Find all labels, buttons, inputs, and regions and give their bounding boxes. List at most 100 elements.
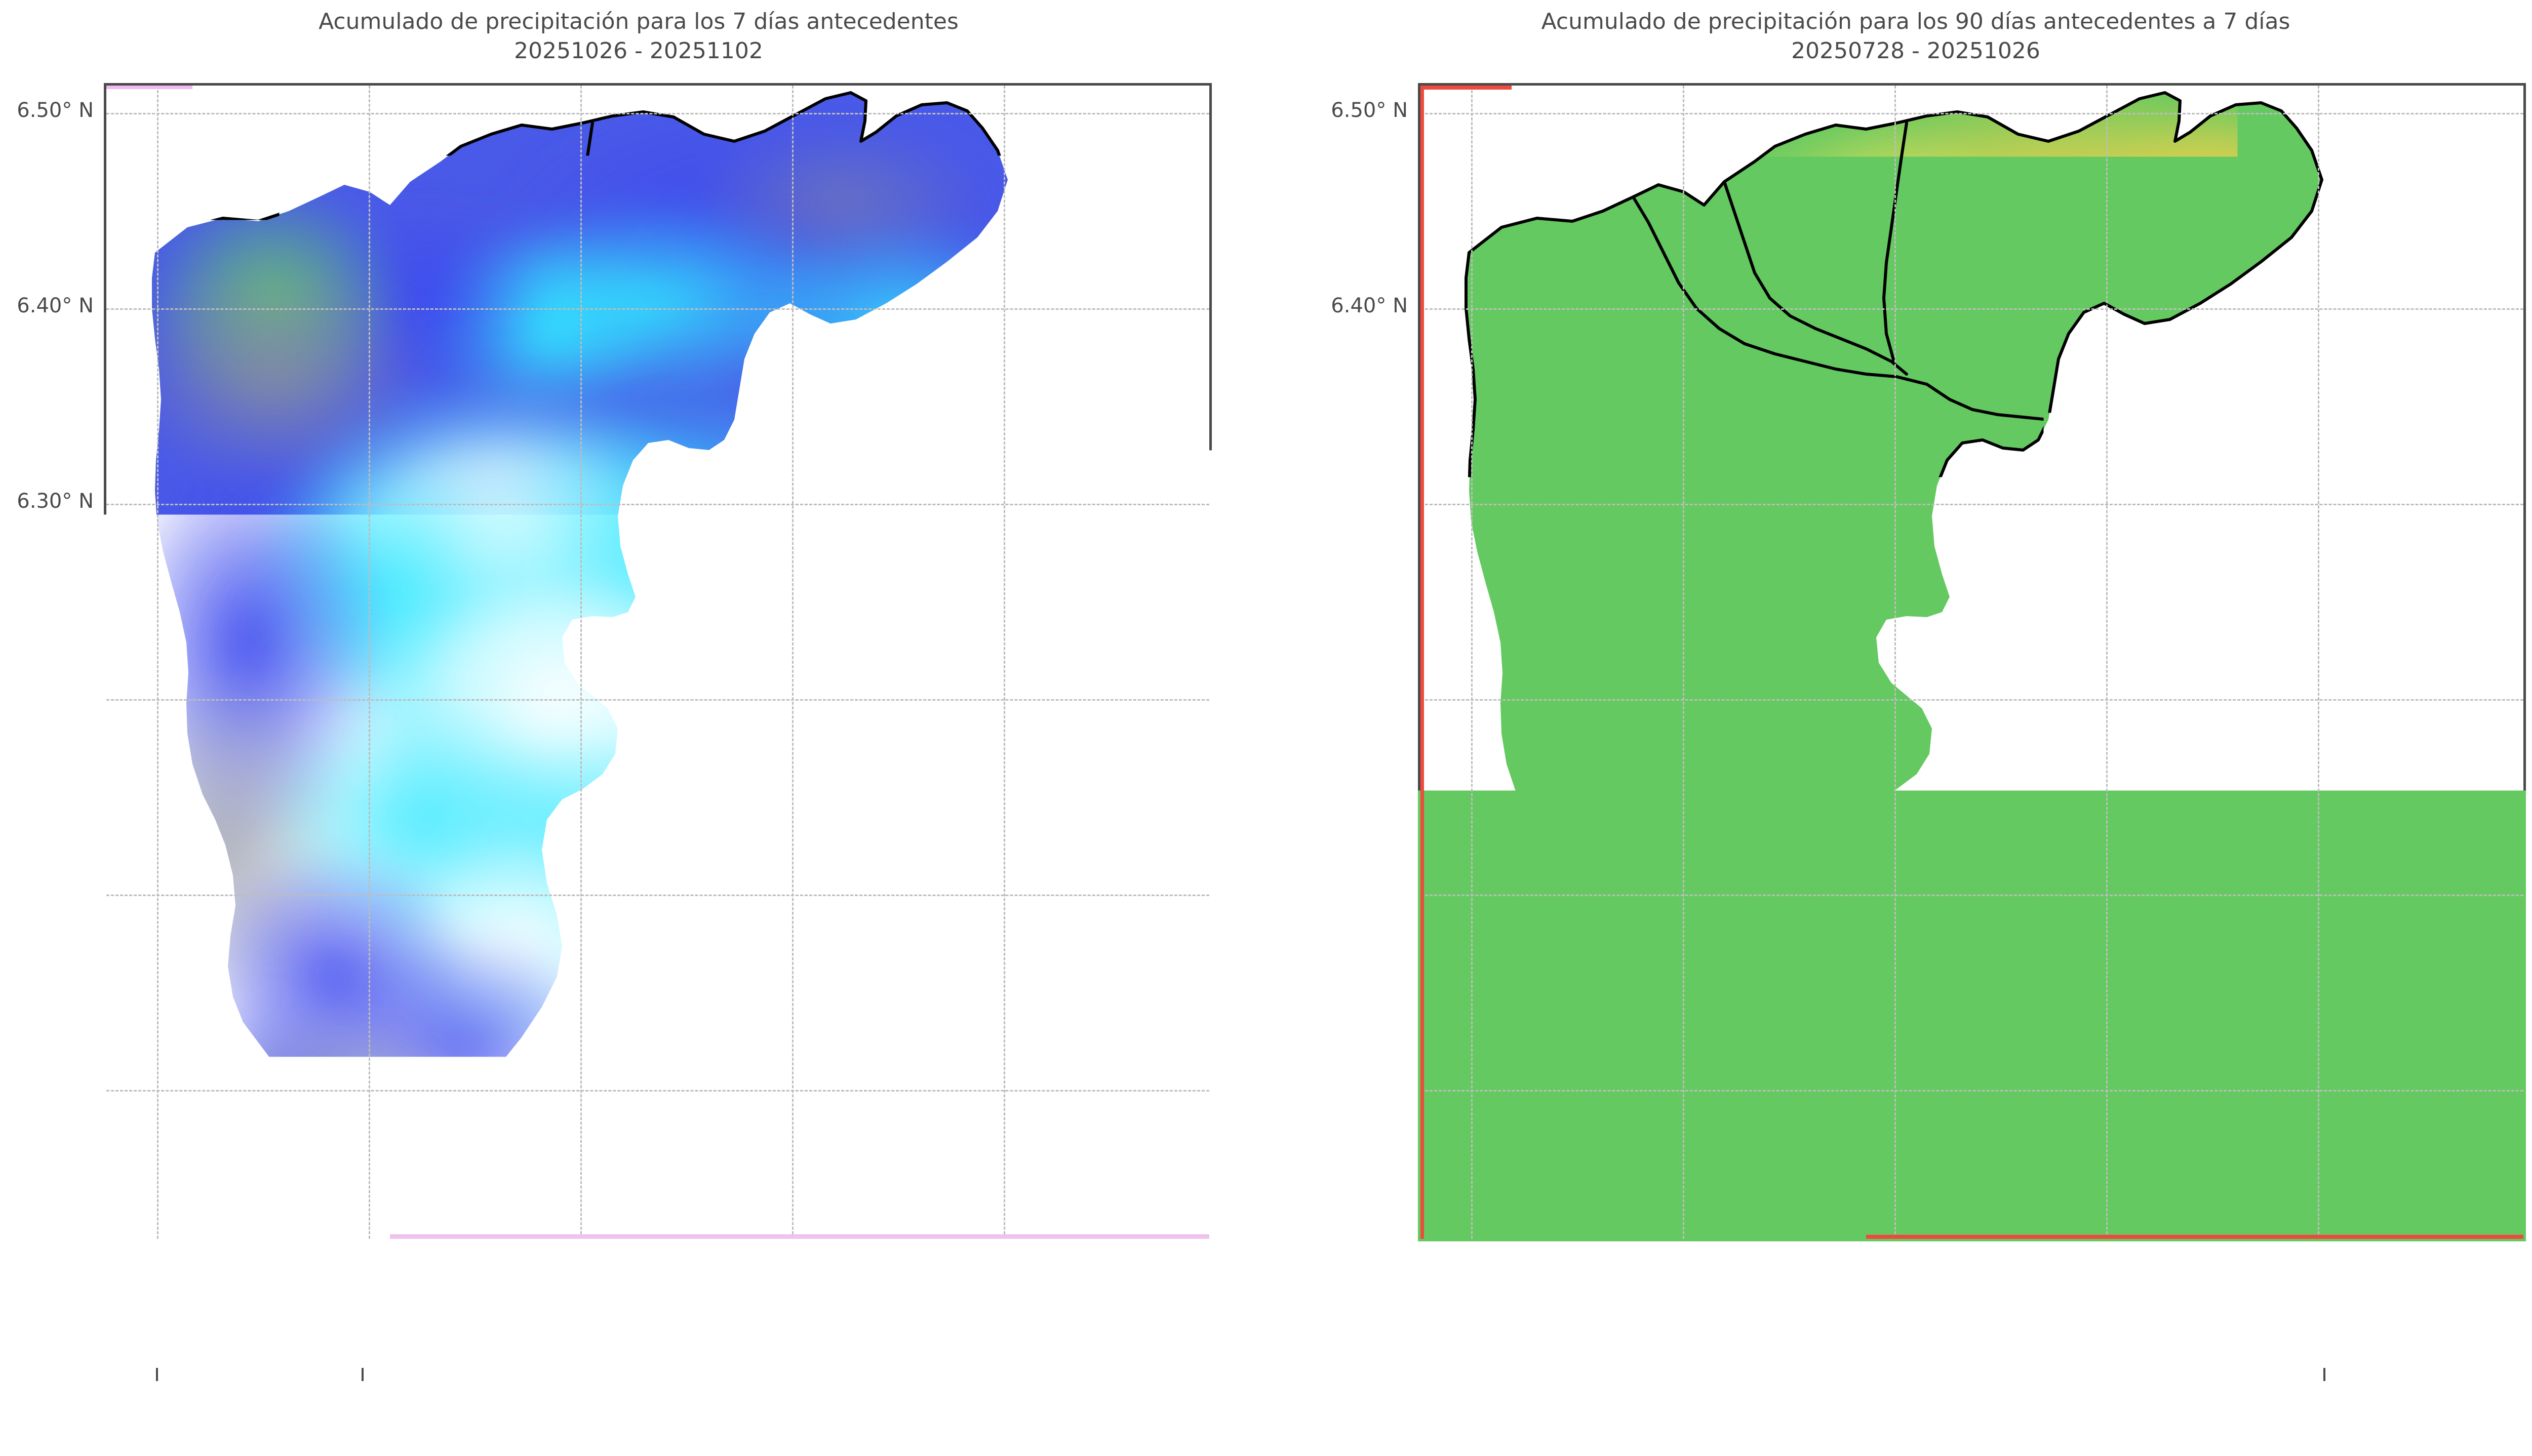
left-ytick-label-0: 6.50° N [0,100,94,120]
right-gridline-lat-640 [1420,308,2523,310]
right-gridline-lon-7530 [2318,86,2319,1239]
left-gridline-lon-7540 [792,86,794,1239]
left-xtick-label-0: 75.70° W [110,1262,205,1282]
right-cbar-label-500: 500 [1909,1383,1948,1404]
right-xtick-label-4: 75.30° W [2271,1262,2365,1282]
left-xtick-mark-4 [1003,1241,1005,1252]
right-cbar-tick-700 [2125,1368,2127,1381]
right-xtick-label-2: 75.50° W [1847,1262,1942,1282]
right-ytick-label-2: 6.30° N [1277,491,1408,511]
left-colorbar-axis-label: Acumulado Precipitación [mm] [95,1414,1208,1443]
left-precip-raster [106,86,1209,1239]
left-gridline-lat-600 [106,1090,1209,1091]
left-gridline-lat-620 [106,699,1209,701]
left-cbar-label-100: 100 [480,1383,518,1404]
left-cbar-tick-280 [1112,1368,1114,1381]
left-cbar-tick-80 [429,1368,431,1381]
left-gridline-lat-610 [106,895,1209,896]
left-cbar-tick-0 [156,1368,158,1381]
right-raster-edge-bottom [1866,1235,2523,1239]
left-cbar-tick-120 [566,1368,568,1381]
left-cbar-label-0: 0 [150,1383,163,1404]
right-xtick-mark-2 [1893,1241,1896,1252]
right-cbar-label-200: 200 [1612,1383,1651,1404]
right-raster-edge-top [1420,86,1512,90]
right-xtick-mark-3 [2105,1241,2108,1252]
right-gridline-lon-7540 [2106,86,2108,1239]
figure-canvas: Acumulado de precipitación para los 7 dí… [0,0,2532,1456]
left-cbar-tick-60 [362,1368,364,1381]
left-ytick-label-3: 6.20° N [0,686,94,707]
left-xtick-mark-1 [368,1241,370,1252]
right-gridline-lat-650 [1420,113,2523,114]
left-cbar-label-40: 40 [282,1383,307,1404]
left-ytick-label-5: 6.00° N [0,1077,94,1098]
left-raster-edge-bottom [390,1234,1209,1239]
left-xtick-label-3: 75.40° W [745,1262,840,1282]
right-gridline-lat-600 [1420,1090,2523,1091]
left-gridline-lat-650 [106,113,1209,114]
left-cbar-tick-200 [839,1368,841,1381]
left-gridline-lon-7560 [369,86,370,1239]
right-cbar-tick-800 [2225,1368,2227,1381]
left-cbar-label-200: 200 [821,1383,859,1404]
left-cbar-tick-180 [771,1368,773,1381]
right-xtick-mark-1 [1682,1241,1684,1252]
left-map-axes[interactable] [104,83,1212,1241]
right-cbar-label-800: 800 [2206,1383,2245,1404]
left-xtick-label-1: 75.60° W [322,1262,416,1282]
left-raster-edge-top [106,86,192,89]
left-xtick-label-4: 75.30° W [957,1262,1051,1282]
right-cbar-label-600: 600 [2008,1383,2047,1404]
left-cbar-label-120: 120 [548,1383,586,1404]
right-gridline-lon-7570 [1471,86,1473,1239]
left-colorbar[interactable]: 0 10 20 40 60 80 100 120 140 160 180 200… [95,1323,1208,1380]
panel-right: Acumulado de precipitación para los 90 d… [1277,0,2532,1456]
left-cbar-tick-40 [293,1368,295,1381]
left-map-inner [106,86,1209,1239]
right-cbar-label-700: 700 [2107,1383,2146,1404]
right-xtick-label-0: 75.70° W [1424,1262,1519,1282]
right-cbar-label-100: 100 [1514,1383,1552,1404]
right-cbar-tick-100 [1532,1368,1534,1381]
left-cbar-tick-100 [498,1368,500,1381]
right-cbar-tick-0 [1433,1368,1435,1381]
right-map-axes[interactable] [1418,83,2526,1241]
right-gridline-lon-7550 [1894,86,1896,1239]
right-map-inner [1420,86,2523,1239]
right-gridline-lat-630 [1420,504,2523,505]
right-raster-edge-left [1420,86,1424,1239]
left-cbar-label-10: 10 [179,1383,205,1404]
left-cbar-tick-240 [975,1368,977,1381]
left-gridline-lon-7570 [157,86,159,1239]
right-ytick-label-5: 6.00° N [1277,1077,1408,1098]
left-cbar-label-280: 280 [1094,1383,1132,1404]
left-cbar-label-180: 180 [753,1383,791,1404]
right-cbar-tick-200 [1631,1368,1633,1381]
right-gridline-lat-620 [1420,699,2523,701]
left-panel-title: Acumulado de precipitación para los 7 dí… [0,7,1277,66]
left-colorbar-gradient [95,1323,1208,1380]
right-title-line1: Acumulado de precipitación para los 90 d… [1277,7,2532,36]
left-ytick-label-4: 6.10° N [0,882,94,902]
right-ytick-label-4: 6.10° N [1277,882,1408,902]
left-cbar-label-20: 20 [213,1383,239,1404]
left-cbar-tick-160 [702,1368,704,1381]
left-xtick-mark-0 [156,1241,159,1252]
left-title-line1: Acumulado de precipitación para los 7 dí… [0,7,1277,36]
left-gridline-lon-7530 [1004,86,1005,1239]
right-cbar-label-1000: 1000 [2398,1383,2449,1404]
right-colorbar[interactable]: 0 100 200 300 400 500 600 700 800 900 10… [1372,1323,2485,1380]
right-cbar-label-300: 300 [1712,1383,1750,1404]
left-cbar-label-140: 140 [616,1383,655,1404]
panel-left: Acumulado de precipitación para los 7 dí… [0,0,1277,1456]
right-cbar-label-0: 0 [1428,1383,1440,1404]
left-cbar-label-80: 80 [418,1383,444,1404]
right-precip-raster [1420,86,2523,1239]
left-gridline-lon-7550 [580,86,582,1239]
right-title-subtitle: 20250728 - 20251026 [1277,36,2532,66]
right-xtick-label-3: 75.40° W [2059,1262,2154,1282]
right-cbar-label-900: 900 [2305,1383,2344,1404]
right-panel-title: Acumulado de precipitación para los 90 d… [1277,7,2532,66]
left-cbar-tick-20 [225,1368,227,1381]
